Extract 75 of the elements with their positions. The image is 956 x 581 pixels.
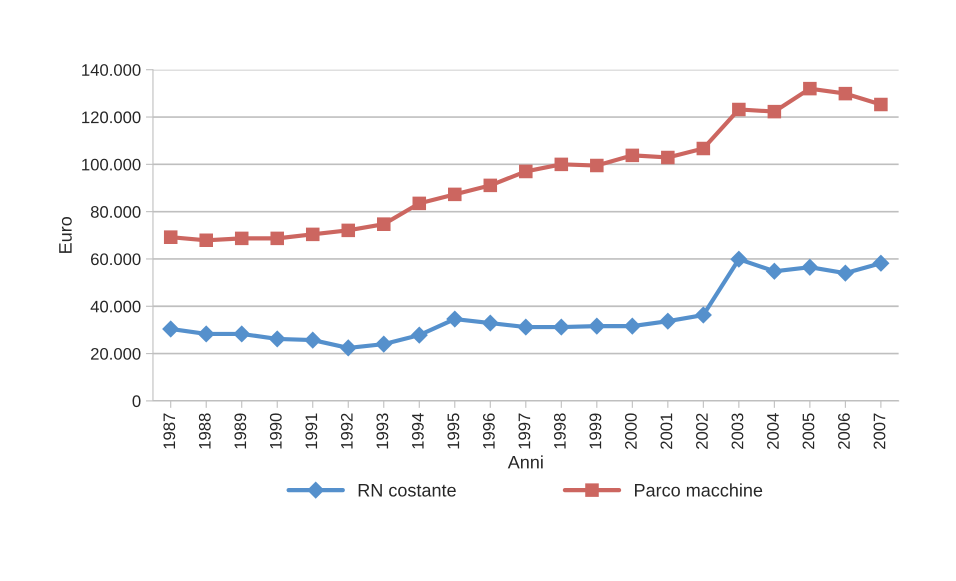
point bbox=[661, 150, 675, 164]
point bbox=[234, 232, 248, 246]
point bbox=[198, 326, 215, 342]
point bbox=[484, 178, 498, 192]
point bbox=[270, 232, 284, 246]
point bbox=[874, 98, 888, 112]
point bbox=[730, 250, 748, 268]
point bbox=[446, 310, 464, 328]
x-tick-label: 2006 bbox=[838, 413, 850, 449]
x-tick-label: 2007 bbox=[874, 414, 886, 449]
x-tick-label: 2000 bbox=[625, 413, 637, 449]
point bbox=[341, 224, 356, 238]
x-tick-label: 1991 bbox=[305, 414, 318, 448]
x-tick-label: 1993 bbox=[376, 413, 388, 448]
y-tick-label: 20.000 bbox=[91, 348, 141, 360]
point bbox=[306, 228, 320, 242]
point bbox=[519, 164, 533, 178]
point bbox=[624, 318, 641, 335]
point bbox=[590, 158, 604, 172]
x-tick-label: 1998 bbox=[554, 413, 566, 448]
x-tick-label: 1994 bbox=[412, 413, 424, 448]
y-tick-label: 80.000 bbox=[90, 206, 141, 218]
x-tick-label: 2001 bbox=[660, 414, 672, 449]
point bbox=[375, 336, 392, 352]
point bbox=[732, 102, 746, 116]
point bbox=[766, 262, 783, 280]
point bbox=[410, 326, 428, 344]
x-tick-label: 1992 bbox=[340, 414, 353, 448]
y-tick-label: 120.000 bbox=[82, 111, 141, 124]
point bbox=[554, 158, 568, 172]
point bbox=[412, 196, 426, 210]
point bbox=[837, 264, 854, 282]
y-tick-label: 100.000 bbox=[82, 158, 141, 171]
point bbox=[696, 142, 710, 156]
x-tick-label: 1996 bbox=[482, 413, 495, 448]
point bbox=[626, 148, 640, 162]
x-tick-label: 2003 bbox=[732, 413, 744, 449]
point bbox=[694, 306, 712, 324]
point bbox=[872, 254, 890, 272]
x-tick-label: 1997 bbox=[518, 414, 530, 448]
x-tick-label: 1990 bbox=[270, 413, 282, 448]
point bbox=[304, 332, 322, 348]
point bbox=[164, 230, 178, 244]
point bbox=[552, 318, 570, 336]
legend-label: RN costante bbox=[358, 484, 456, 497]
x-axis-title: Anni bbox=[508, 455, 543, 468]
point bbox=[801, 258, 818, 276]
y-tick-label: 60.000 bbox=[91, 253, 141, 266]
x-tick-label: 1999 bbox=[589, 413, 602, 448]
point bbox=[659, 312, 676, 330]
point bbox=[162, 320, 180, 338]
y-axis-title: Euro bbox=[59, 216, 72, 253]
x-tick-label: 1995 bbox=[447, 413, 460, 448]
x-tick-label: 1988 bbox=[198, 413, 211, 448]
point bbox=[199, 234, 213, 248]
point bbox=[448, 188, 462, 202]
y-tick-label: 0 bbox=[132, 395, 141, 408]
y-tick-label: 40.000 bbox=[90, 300, 141, 312]
point bbox=[803, 82, 817, 96]
point bbox=[517, 318, 534, 336]
point bbox=[233, 326, 250, 342]
point bbox=[376, 217, 391, 231]
x-tick-label: 2005 bbox=[802, 413, 814, 449]
y-tick-label: 140.000 bbox=[82, 64, 141, 76]
point bbox=[768, 104, 782, 118]
point bbox=[482, 314, 499, 332]
point bbox=[838, 86, 852, 100]
x-tick-label: 1989 bbox=[234, 413, 246, 448]
point bbox=[268, 330, 286, 348]
x-tick-label: 2002 bbox=[696, 414, 708, 449]
legend-label: Parco macchine bbox=[635, 483, 762, 497]
point bbox=[340, 340, 357, 356]
point bbox=[588, 318, 606, 335]
x-tick-label: 1987 bbox=[163, 414, 176, 448]
x-tick-label: 2004 bbox=[767, 413, 779, 449]
